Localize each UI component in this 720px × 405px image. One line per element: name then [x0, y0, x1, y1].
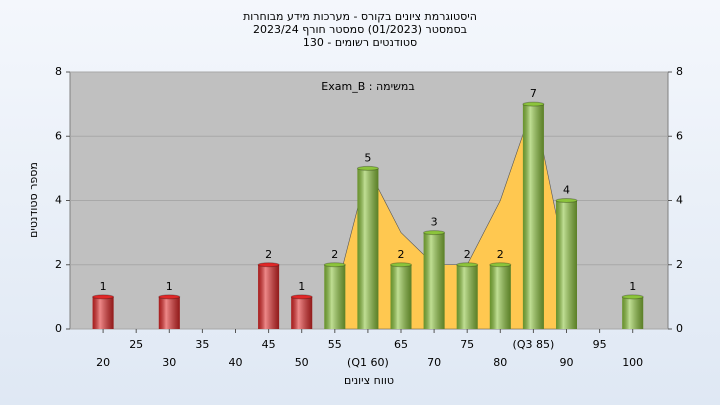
x-tick-label: 90 — [560, 356, 574, 369]
data-label: 7 — [530, 87, 537, 100]
bar-cap — [522, 101, 545, 107]
x-tick-label: (Q3 85) — [513, 338, 555, 351]
y-axis-label: מספר סטודנטים — [27, 162, 40, 238]
bar-shading — [92, 296, 114, 329]
bar-cap — [621, 294, 644, 300]
x-tick-label: 40 — [229, 356, 243, 369]
x-tick-label: 25 — [129, 338, 143, 351]
y-tick-label: 8 — [55, 65, 62, 78]
x-tick-label: 50 — [295, 356, 309, 369]
bar-shading — [158, 296, 180, 329]
bar-shading — [522, 104, 544, 329]
data-label: 4 — [563, 184, 570, 197]
x-tick-label: 35 — [195, 338, 209, 351]
bar-cap — [158, 294, 181, 300]
y2-tick-label: 4 — [676, 194, 683, 207]
bar-cap — [456, 262, 479, 268]
y2-tick-label: 8 — [676, 65, 683, 78]
chart-subtitle: סטודנטים רשומים - 130 — [303, 36, 417, 49]
data-label: 5 — [364, 151, 371, 164]
y-tick-label: 4 — [55, 194, 62, 207]
bar-shading — [390, 264, 412, 329]
x-tick-label: (Q1 60) — [347, 356, 389, 369]
x-tick-label: 65 — [394, 338, 408, 351]
x-tick-label: 80 — [493, 356, 507, 369]
x-tick-label: 20 — [96, 356, 110, 369]
data-label: 2 — [331, 248, 338, 261]
x-tick-label: 70 — [427, 356, 441, 369]
bar-cap — [390, 262, 412, 268]
bar-cap — [323, 262, 346, 268]
y-tick-label: 0 — [55, 322, 62, 335]
x-tick-label: 75 — [460, 338, 474, 351]
bar-shading — [556, 200, 577, 329]
bar-cap — [257, 262, 280, 268]
data-label: 2 — [497, 248, 504, 261]
chart-title: היסטוגרמת ציונים בקורס - מערכות מידע מבו… — [243, 10, 477, 23]
bar-cap — [356, 165, 379, 171]
data-label: 2 — [398, 248, 405, 261]
data-label: 1 — [629, 280, 636, 293]
bar-shading — [489, 264, 511, 329]
bar-cap — [555, 198, 578, 203]
y-tick-label: 2 — [55, 258, 62, 271]
annotation: במשימה : Exam_B — [321, 80, 414, 93]
data-label: 1 — [298, 280, 305, 293]
x-tick-label: 55 — [328, 338, 342, 351]
bar-shading — [423, 232, 445, 329]
bar-shading — [456, 264, 478, 329]
data-label: 1 — [166, 280, 173, 293]
data-label: 2 — [265, 248, 272, 261]
bar-cap — [489, 262, 512, 268]
data-label: 1 — [100, 280, 107, 293]
y2-tick-label: 6 — [676, 129, 683, 142]
bar-shading — [291, 296, 313, 329]
x-axis-label: טווח ציונים — [344, 374, 394, 387]
bar-shading — [258, 264, 280, 329]
y-tick-label: 6 — [55, 129, 62, 142]
bar-shading — [622, 296, 644, 329]
bar-cap — [290, 294, 313, 300]
x-tick-label: 95 — [593, 338, 607, 351]
bar-cap — [423, 230, 446, 236]
bar-shading — [357, 168, 379, 329]
y2-tick-label: 2 — [676, 258, 683, 271]
bar-shading — [324, 264, 346, 329]
x-tick-label: 45 — [262, 338, 276, 351]
data-label: 3 — [431, 216, 438, 229]
y2-tick-label: 0 — [676, 322, 683, 335]
bar-cap — [92, 294, 115, 300]
x-tick-label: 100 — [622, 356, 643, 369]
data-label: 2 — [464, 248, 471, 261]
x-tick-label: 30 — [162, 356, 176, 369]
chart-subtitle: בסמסטר (01/2023) סמסטר חורף 2023/24 — [253, 23, 467, 36]
